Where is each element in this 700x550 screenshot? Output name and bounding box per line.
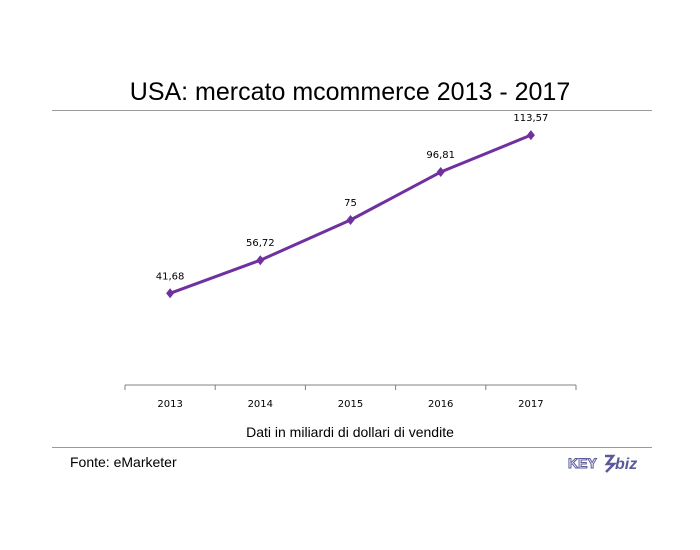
- data-label: 41,68: [156, 271, 185, 282]
- data-point-marker: [526, 130, 535, 141]
- series-line: [169, 133, 532, 295]
- data-label: 113,57: [513, 113, 548, 124]
- logo-biz-text: biz: [615, 456, 637, 473]
- title-divider: [52, 110, 652, 111]
- logo-4-mark: [604, 454, 618, 473]
- key4biz-logo: KEY biz: [568, 454, 638, 474]
- data-label: 75: [344, 198, 357, 209]
- x-tick-label: 2013: [157, 399, 182, 410]
- data-point-marker: [436, 167, 445, 178]
- x-tick-label: 2016: [428, 399, 453, 410]
- data-label: 56,72: [246, 238, 275, 249]
- logo-key-text: KEY: [568, 455, 597, 471]
- x-axis-label: Dati in miliardi di dollari di vendite: [246, 424, 454, 440]
- chart-title: USA: mercato mcommerce 2013 - 2017: [129, 78, 571, 106]
- x-tick-label: 2015: [338, 399, 363, 410]
- footer-divider: [52, 447, 652, 448]
- source-note: Fonte: eMarketer: [70, 454, 177, 470]
- x-tick-label: 2014: [248, 399, 273, 410]
- x-tick-label: 2017: [518, 399, 543, 410]
- data-label: 96,81: [426, 150, 455, 161]
- data-point-marker: [346, 215, 355, 225]
- data-point-marker: [166, 288, 175, 299]
- data-point-marker: [256, 255, 265, 266]
